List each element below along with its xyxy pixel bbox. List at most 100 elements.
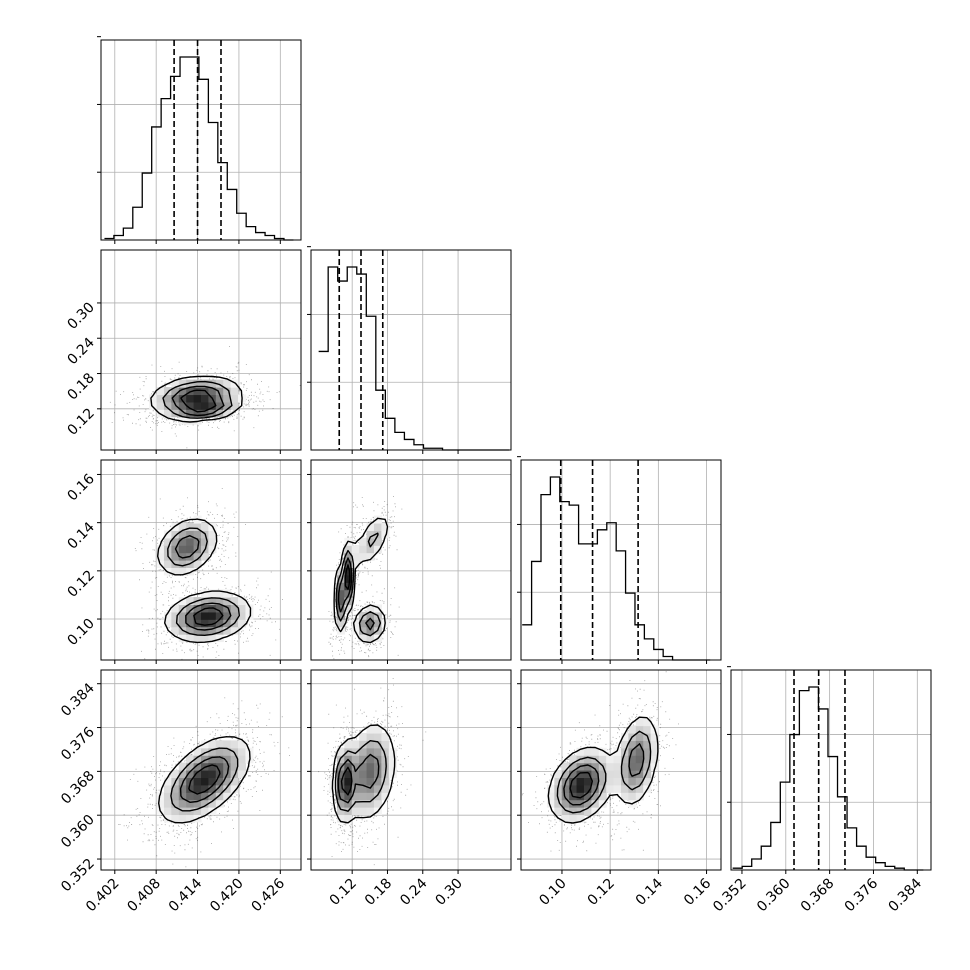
- density-cell: [163, 394, 172, 403]
- density-cell: [193, 387, 202, 396]
- density-cell: [381, 792, 390, 801]
- density-cell: [366, 755, 375, 764]
- panel-frame: [310, 249, 512, 451]
- density-cell: [373, 784, 382, 793]
- density-cell: [628, 755, 637, 764]
- density-cell: [186, 762, 195, 771]
- panel-frame: [100, 249, 302, 451]
- density-cell: [381, 777, 390, 786]
- density-cell: [171, 814, 180, 823]
- density-cell: [178, 611, 187, 620]
- density-cell: [621, 740, 630, 749]
- density-cell: [366, 545, 375, 554]
- density-cell: [569, 777, 578, 786]
- density-cell: [561, 792, 570, 801]
- density-cell: [171, 784, 180, 793]
- density-cell: [208, 792, 217, 801]
- density-cell: [238, 770, 247, 779]
- x-tick-label: 0.426: [248, 875, 288, 915]
- density-cell: [351, 619, 360, 628]
- density-cell: [351, 755, 360, 764]
- panel-frame: [310, 669, 512, 871]
- density-cell: [359, 762, 368, 771]
- density-cell: [223, 409, 232, 418]
- density-cell: [193, 611, 202, 620]
- density-cell: [344, 545, 353, 554]
- density-cell: [569, 807, 578, 816]
- density-cell: [223, 379, 232, 388]
- panel-frame: [310, 459, 512, 661]
- y-tick-label: 0.30: [64, 299, 97, 332]
- density-cell: [178, 379, 187, 388]
- density-cell: [373, 732, 382, 741]
- density-cell: [208, 619, 217, 628]
- density-cell: [193, 777, 202, 786]
- density-cell: [359, 626, 368, 635]
- density-cell: [583, 777, 592, 786]
- y-tick-label: 0.16: [64, 471, 97, 504]
- y-tick-label: 0.360: [58, 812, 98, 852]
- y-tick-label: 0.14: [64, 519, 97, 552]
- density-cell: [193, 762, 202, 771]
- density-cell: [171, 626, 180, 635]
- histogram-panel-0: [97, 36, 302, 241]
- density-cell: [215, 626, 224, 635]
- density-cell: [359, 777, 368, 786]
- contour-line: [337, 753, 380, 804]
- density-cell: [388, 755, 397, 764]
- density-cell: [208, 784, 217, 793]
- density-cell: [344, 784, 353, 793]
- density-cell: [336, 574, 345, 583]
- density-cell: [201, 552, 210, 561]
- x-tick-label: 0.360: [754, 876, 794, 916]
- density-cell: [583, 799, 592, 808]
- density-cell: [171, 567, 180, 576]
- density-cell: [186, 619, 195, 628]
- density-cell: [193, 560, 202, 569]
- density-cell: [238, 755, 247, 764]
- density-cell: [215, 747, 224, 756]
- density-cell: [381, 762, 390, 771]
- density-cell: [193, 792, 202, 801]
- density-cell: [201, 770, 210, 779]
- density-cell: [201, 409, 210, 418]
- density-cell: [201, 807, 210, 816]
- density-cell: [366, 604, 375, 613]
- x-tick-label: 0.402: [83, 876, 123, 916]
- contour-line: [170, 747, 239, 812]
- histogram-step: [522, 476, 711, 661]
- density-cell: [201, 740, 210, 749]
- density-cell: [245, 604, 254, 613]
- density-cell: [336, 589, 345, 598]
- contour-line: [334, 740, 387, 812]
- y-tick-label: 0.18: [64, 370, 97, 403]
- density-cell: [373, 747, 382, 756]
- density-cell: [193, 416, 202, 425]
- density-cell: [621, 755, 630, 764]
- density-cell: [351, 762, 360, 771]
- density-cell: [171, 604, 180, 613]
- density-cell: [208, 747, 217, 756]
- density-cell: [554, 799, 563, 808]
- density-cell: [628, 777, 637, 786]
- density-cell: [186, 755, 195, 764]
- scatter-panel-1-2: [310, 459, 512, 661]
- density-cell: [366, 770, 375, 779]
- x-tick-label: 0.30: [433, 876, 466, 909]
- density-cell: [149, 394, 158, 403]
- density-cell: [635, 725, 644, 734]
- density-cell: [635, 792, 644, 801]
- density-cell: [201, 611, 210, 620]
- density-cell: [223, 740, 232, 749]
- density-cell: [561, 814, 570, 823]
- density-cell: [351, 784, 360, 793]
- density-cell: [606, 755, 615, 764]
- density-cell: [171, 611, 180, 620]
- density-cell: [178, 409, 187, 418]
- density-cell: [208, 379, 217, 388]
- density-cell: [329, 784, 338, 793]
- density-cell: [381, 740, 390, 749]
- x-tick-label: 0.384: [885, 875, 925, 915]
- density-cell: [336, 604, 345, 613]
- x-tick-label: 0.368: [798, 876, 838, 916]
